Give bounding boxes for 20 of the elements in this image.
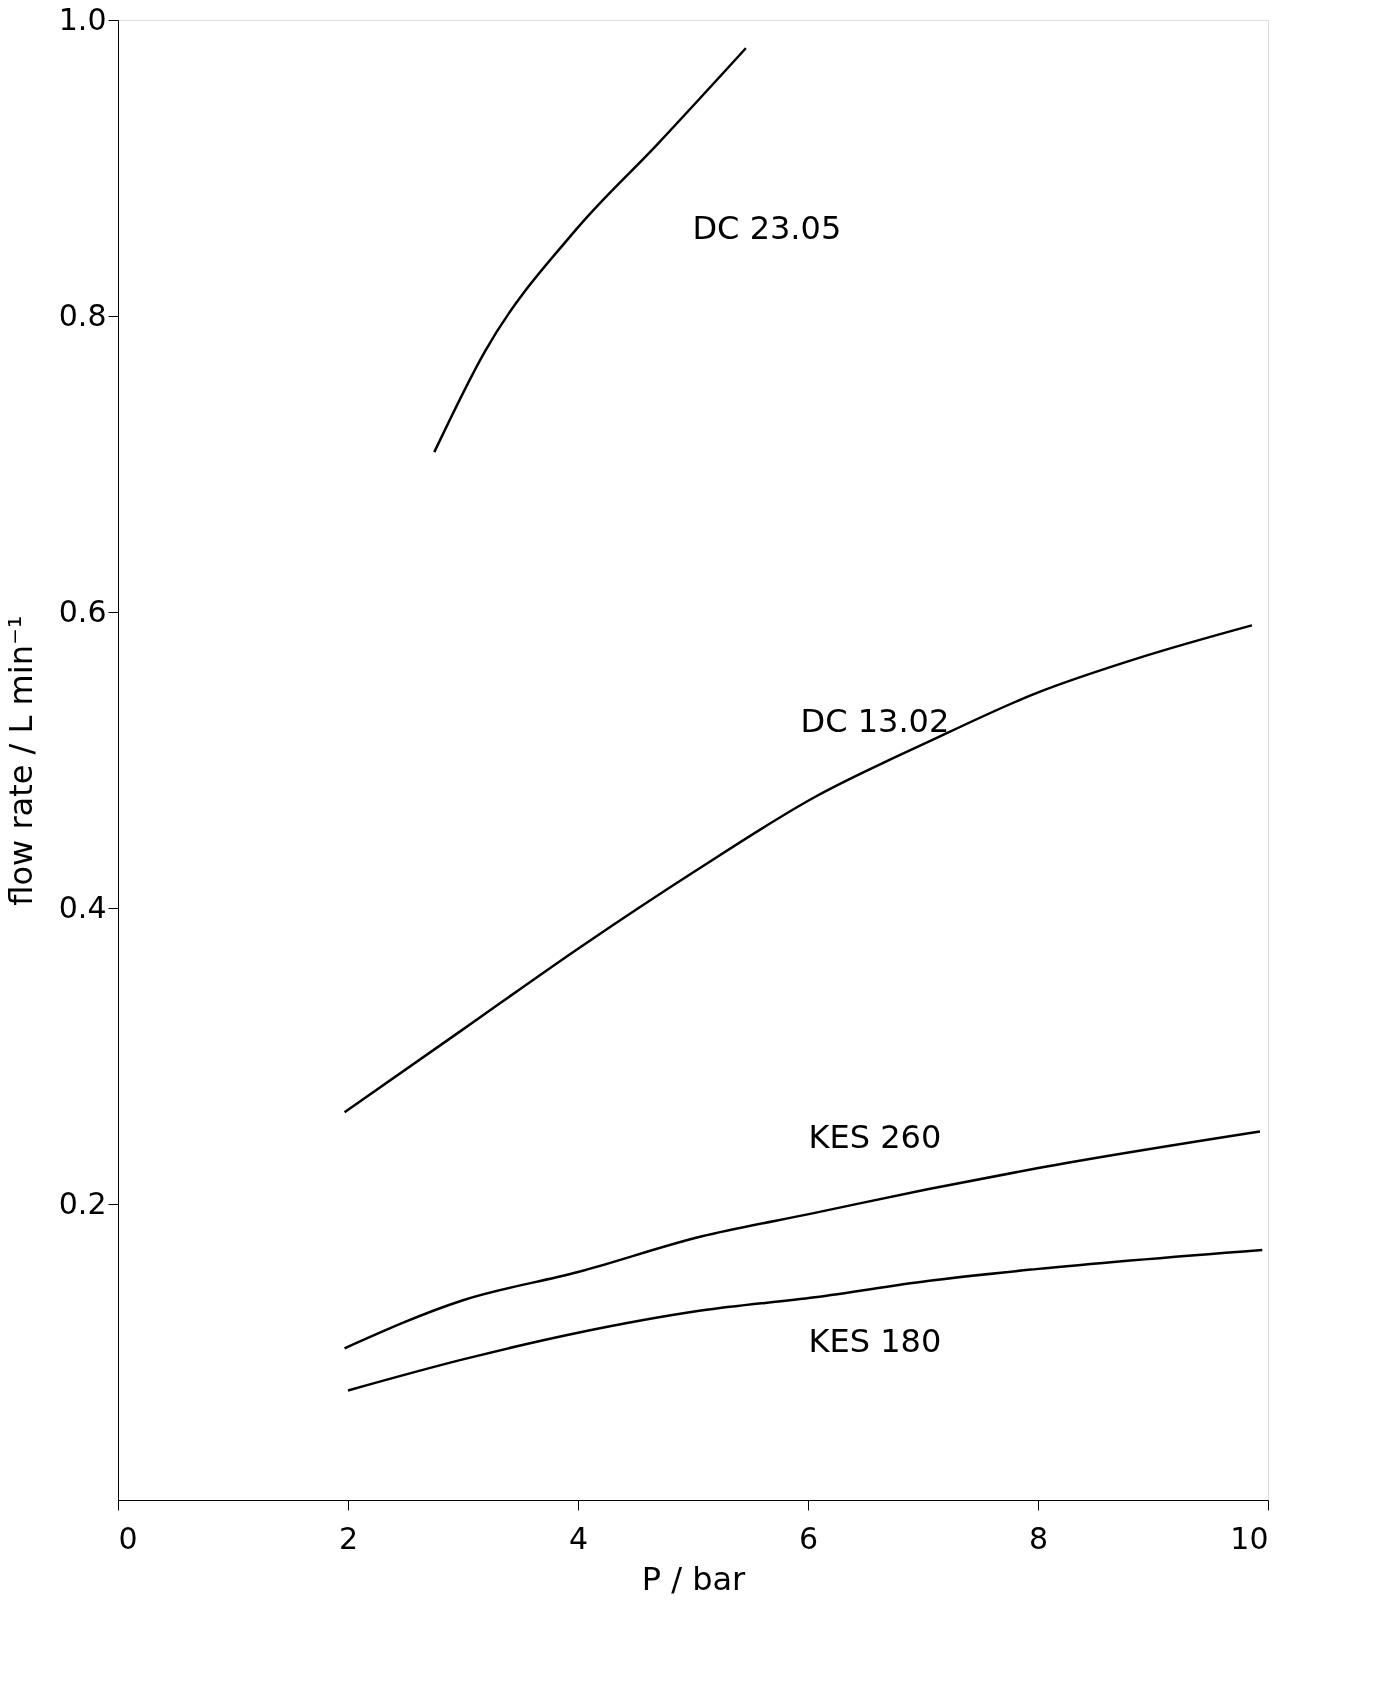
series-label: KES 180	[808, 1322, 942, 1361]
y-tick-label: 1.0	[58, 1, 107, 37]
y-tick-label: 0.4	[58, 889, 107, 925]
y-tick-label: 0.8	[58, 297, 107, 333]
line-series	[433, 46, 748, 454]
x-tick-label: 4	[568, 1520, 589, 1556]
text: DC 23.05	[692, 208, 842, 247]
line-series	[346, 1248, 1264, 1392]
x-tick-label: 6	[798, 1520, 819, 1556]
x-tick-label: 8	[1028, 1520, 1049, 1556]
x-tick-label: 10	[1230, 1520, 1269, 1556]
x-axis-title: P / bar	[641, 1559, 747, 1598]
series-label: KES 260	[808, 1117, 942, 1156]
line-series	[343, 624, 1254, 1114]
y-tick-label: 0.6	[58, 593, 107, 629]
y-tick-label: 0.2	[58, 1185, 107, 1221]
x-tick-label: 0	[118, 1520, 138, 1556]
y-axis-title: flow rate / L min⁻¹	[1, 615, 40, 906]
x-tick-label: 2	[338, 1520, 359, 1556]
series-label: DC 13.02	[800, 702, 950, 740]
